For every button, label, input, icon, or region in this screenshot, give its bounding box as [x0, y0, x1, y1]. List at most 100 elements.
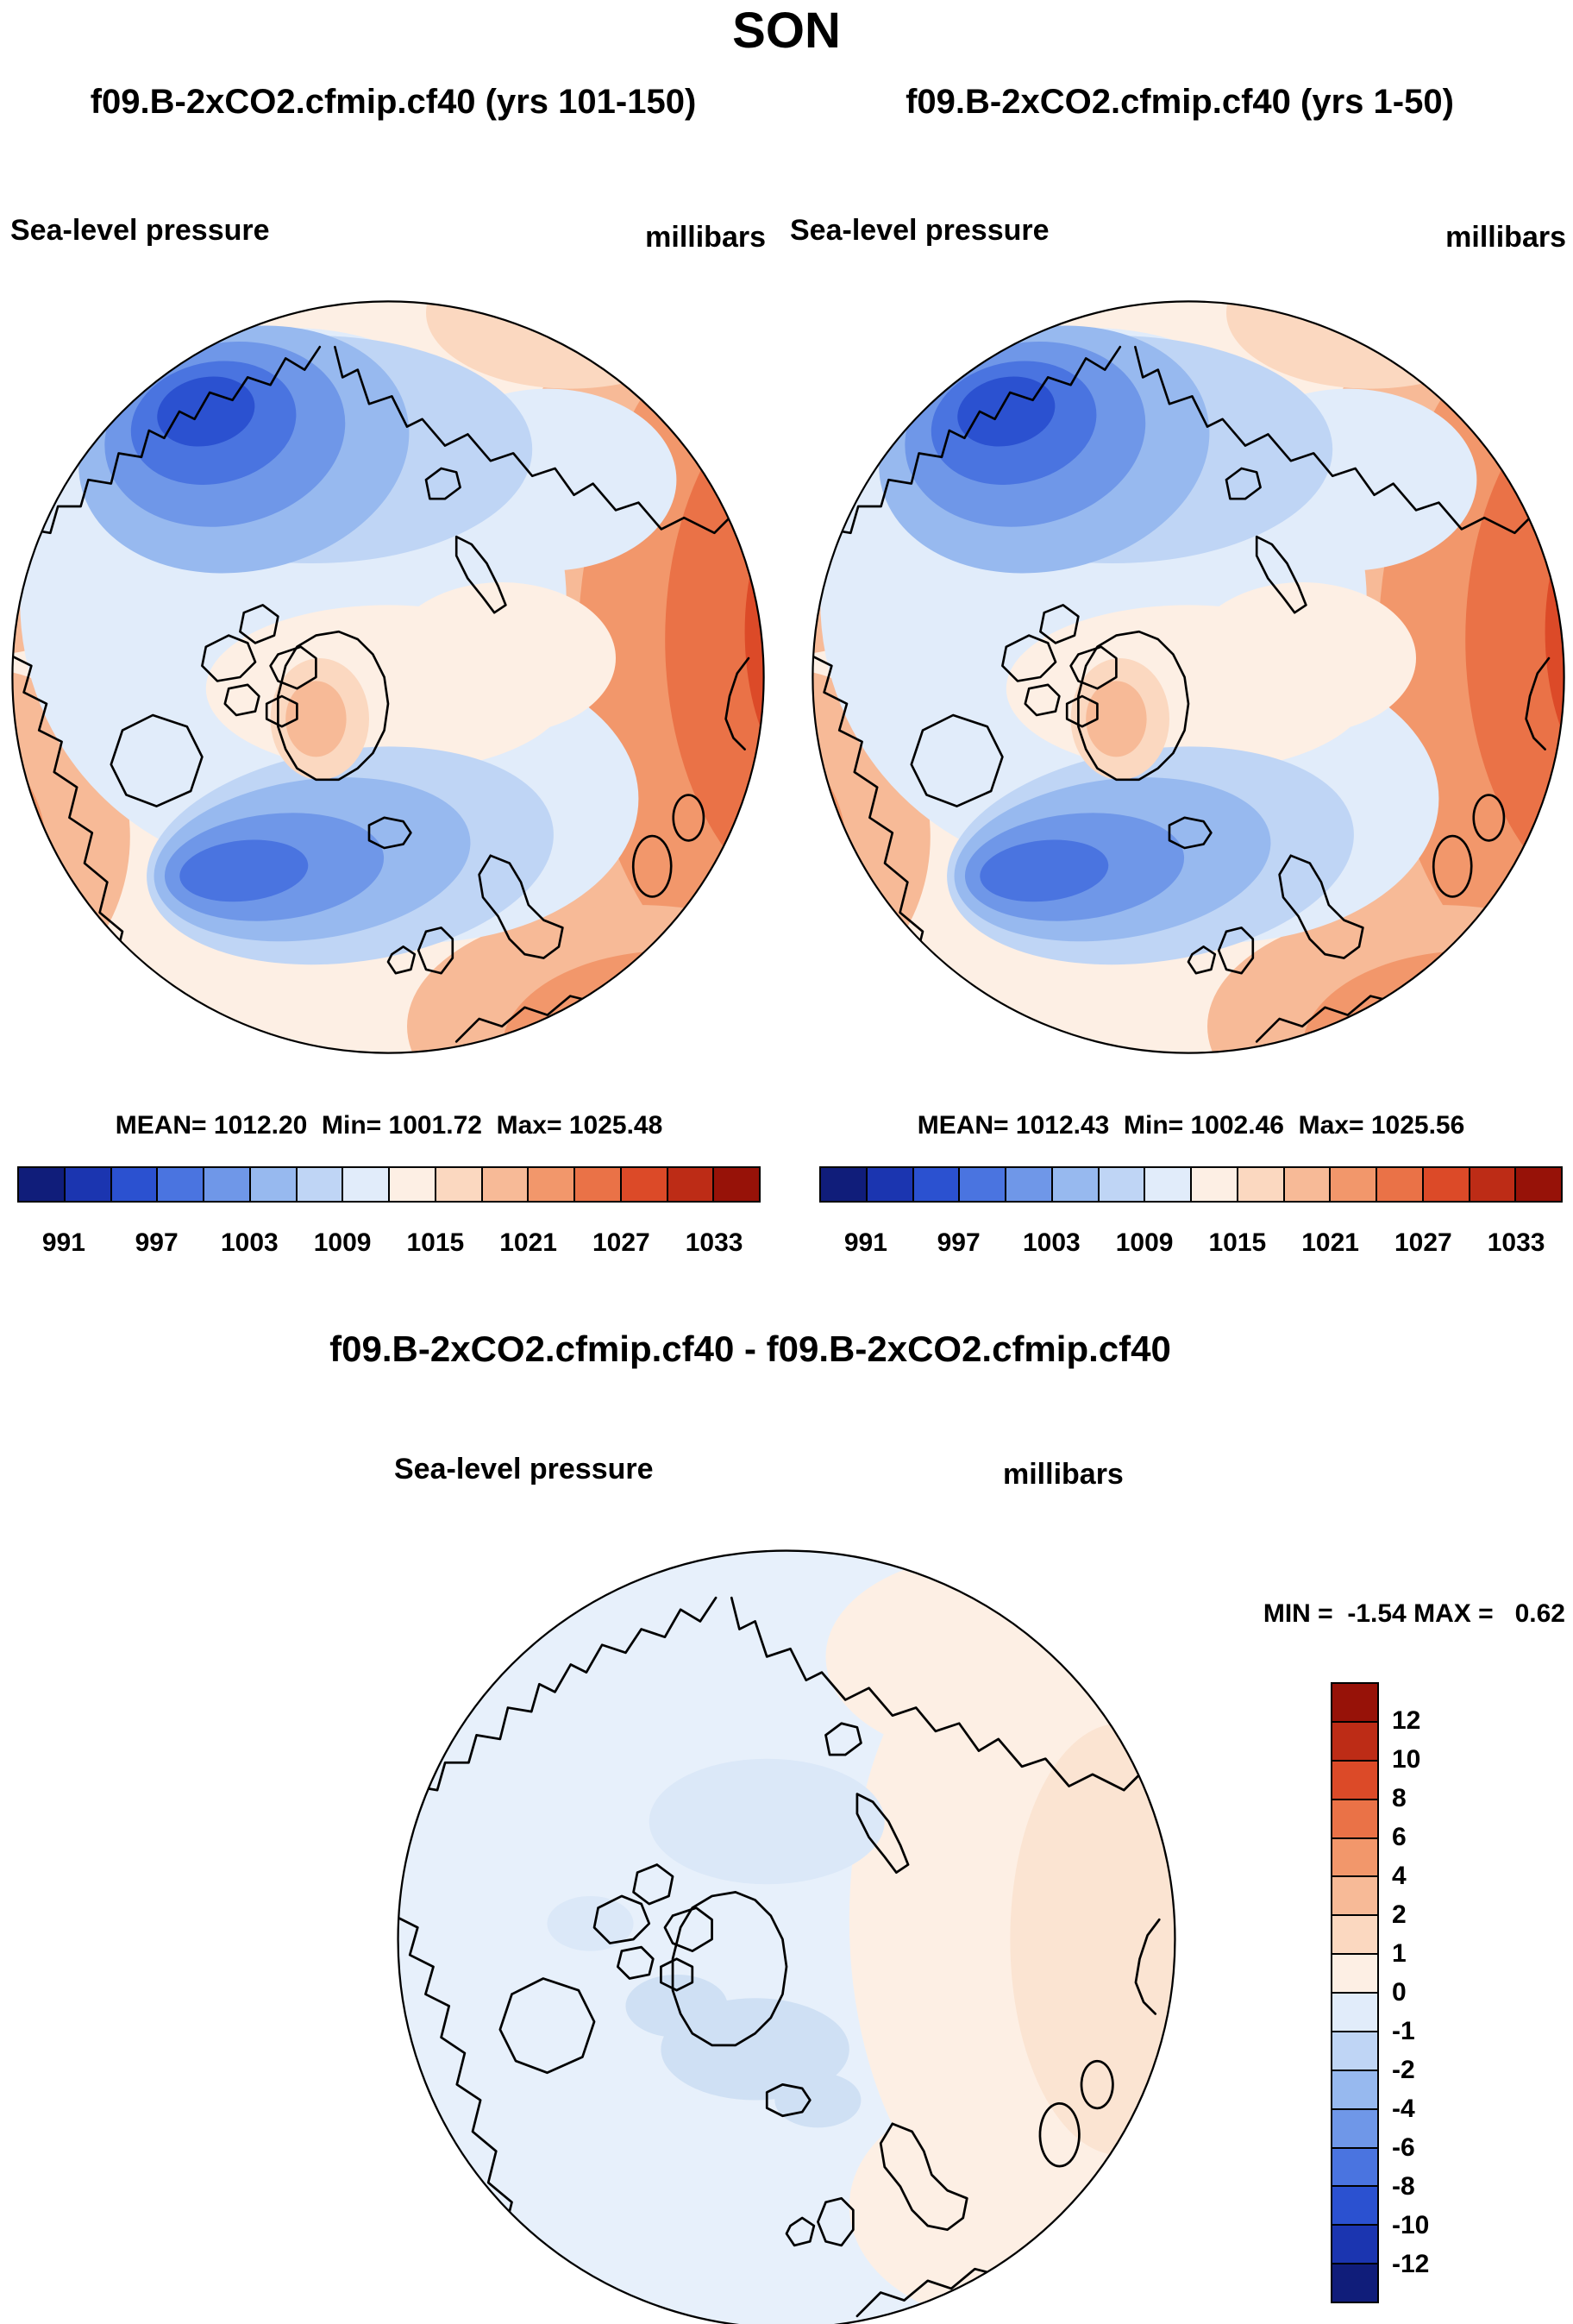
- stats-right: MEAN= 1012.43 Min= 1002.46 Max= 1025.56: [917, 1111, 1465, 1140]
- colorbar-cell: [1332, 2069, 1377, 2108]
- colorbar-tick-label: 1027: [1394, 1228, 1452, 1257]
- colorbar-cell: [434, 1168, 481, 1201]
- colorbar-cell: [1468, 1168, 1515, 1201]
- slp-map-left: [11, 300, 765, 1054]
- colorbar-tick-label: 1033: [1487, 1228, 1545, 1257]
- diff-map: [397, 1549, 1176, 2324]
- colorbar-tick-label: -12: [1392, 2250, 1430, 2278]
- units-label-diff: millibars: [1003, 1458, 1124, 1491]
- colorbar-cell: [1332, 1720, 1377, 1760]
- diff-colorbar-ticks: 12 10 8 6 4 2 1 0 -1 -2 -4 -6 -8 -10 -12: [1392, 1682, 1487, 2303]
- colorbar-tick-label: 1009: [313, 1228, 372, 1257]
- colorbar-tick-label: 0: [1392, 1978, 1407, 2007]
- colorbar-cell: [573, 1168, 620, 1201]
- slp-colorbar-left: [17, 1166, 761, 1203]
- colorbar-cell: [619, 1168, 667, 1201]
- colorbar-cell: [912, 1168, 959, 1201]
- colorbar-cell: [203, 1168, 249, 1201]
- colorbar-tick-label: 1: [1392, 1939, 1407, 1968]
- units-label-right: millibars: [1445, 221, 1566, 254]
- slp-map-right: [812, 300, 1565, 1054]
- colorbar-tick-label: 1003: [1023, 1228, 1081, 1257]
- colorbar-cell: [388, 1168, 435, 1201]
- colorbar-tick-label: 6: [1392, 1823, 1407, 1851]
- colorbar-tick-label: -2: [1392, 2056, 1415, 2084]
- colorbar-cell: [1190, 1168, 1237, 1201]
- colorbar-cell: [1332, 2107, 1377, 2147]
- field-label-right: Sea-level pressure: [790, 214, 1050, 247]
- colorbar-tick-label: 997: [135, 1228, 179, 1257]
- colorbar-cell: [527, 1168, 573, 1201]
- colorbar-tick-label: 2: [1392, 1900, 1407, 1929]
- colorbar-tick-label: 1015: [406, 1228, 465, 1257]
- field-label-left: Sea-level pressure: [10, 214, 270, 247]
- colorbar-tick-label: 10: [1392, 1745, 1421, 1774]
- colorbar-tick-label: 1003: [221, 1228, 279, 1257]
- colorbar-cell: [1332, 1684, 1377, 1721]
- colorbar-cell: [480, 1168, 528, 1201]
- colorbar-cell: [1282, 1168, 1330, 1201]
- colorbar-cell: [1097, 1168, 1144, 1201]
- colorbar-cell: [1514, 1168, 1561, 1201]
- colorbar-tick-label: -4: [1392, 2095, 1415, 2123]
- colorbar-cell: [1332, 1798, 1377, 1837]
- colorbar-cell: [865, 1168, 912, 1201]
- colorbar-cell: [1376, 1168, 1422, 1201]
- colorbar-cell: [110, 1168, 157, 1201]
- colorbar-cell: [248, 1168, 296, 1201]
- slp-colorbar-ticks-right: 991 997 1003 1009 1015 1021 1027 1033: [819, 1228, 1563, 1261]
- colorbar-tick-label: 1015: [1208, 1228, 1267, 1257]
- slp-colorbar-right: [819, 1166, 1563, 1203]
- colorbar-cell: [295, 1168, 342, 1201]
- stats-left: MEAN= 1012.20 Min= 1001.72 Max= 1025.48: [115, 1111, 663, 1140]
- colorbar-cell: [1332, 1992, 1377, 2031]
- colorbar-cell: [1332, 2224, 1377, 2264]
- colorbar-cell: [821, 1168, 866, 1201]
- colorbar-cell: [958, 1168, 1005, 1201]
- units-label-left: millibars: [645, 221, 766, 254]
- colorbar-tick-label: -10: [1392, 2211, 1430, 2239]
- colorbar-cell: [1236, 1168, 1283, 1201]
- colorbar-cell: [63, 1168, 110, 1201]
- colorbar-tick-label: 1033: [685, 1228, 743, 1257]
- colorbar-cell: [1332, 2030, 1377, 2070]
- colorbar-cell: [1332, 1914, 1377, 1954]
- colorbar-cell: [342, 1168, 388, 1201]
- colorbar-tick-label: -6: [1392, 2133, 1415, 2162]
- colorbar-cell: [1005, 1168, 1051, 1201]
- colorbar-cell: [1421, 1168, 1469, 1201]
- run-label-left: f09.B-2xCO2.cfmip.cf40 (yrs 101-150): [90, 83, 697, 121]
- colorbar-tick-label: 997: [937, 1228, 981, 1257]
- season-title: SON: [732, 3, 841, 59]
- colorbar-cell: [1332, 1953, 1377, 1992]
- colorbar-cell: [712, 1168, 759, 1201]
- colorbar-cell: [19, 1168, 64, 1201]
- colorbar-tick-label: 1021: [1301, 1228, 1359, 1257]
- map-border-diff: [397, 1549, 1176, 2324]
- colorbar-cell: [1332, 2263, 1377, 2302]
- diff-title: f09.B-2xCO2.cfmip.cf40 - f09.B-2xCO2.cfm…: [329, 1328, 1171, 1369]
- colorbar-cell: [1332, 1875, 1377, 1915]
- colorbar-tick-label: 991: [41, 1228, 85, 1257]
- diff-minmax: MIN = -1.54 MAX = 0.62: [1263, 1599, 1565, 1628]
- colorbar-cell: [666, 1168, 713, 1201]
- map-border-left: [11, 300, 765, 1054]
- diff-colorbar: [1331, 1682, 1379, 2303]
- colorbar-cell: [156, 1168, 203, 1201]
- colorbar-cell: [1332, 2146, 1377, 2186]
- colorbar-cell: [1332, 2185, 1377, 2225]
- colorbar-tick-label: 1027: [592, 1228, 650, 1257]
- colorbar-cell: [1332, 1837, 1377, 1876]
- colorbar-tick-label: 8: [1392, 1784, 1407, 1812]
- colorbar-tick-label: -8: [1392, 2172, 1415, 2201]
- colorbar-cell: [1329, 1168, 1376, 1201]
- map-border-right: [812, 300, 1565, 1054]
- field-label-diff: Sea-level pressure: [394, 1453, 654, 1485]
- colorbar-tick-label: 4: [1392, 1862, 1407, 1890]
- colorbar-tick-label: 1009: [1115, 1228, 1174, 1257]
- colorbar-cell: [1050, 1168, 1098, 1201]
- colorbar-tick-label: 991: [843, 1228, 887, 1257]
- colorbar-tick-label: 12: [1392, 1706, 1421, 1735]
- colorbar-cell: [1144, 1168, 1190, 1201]
